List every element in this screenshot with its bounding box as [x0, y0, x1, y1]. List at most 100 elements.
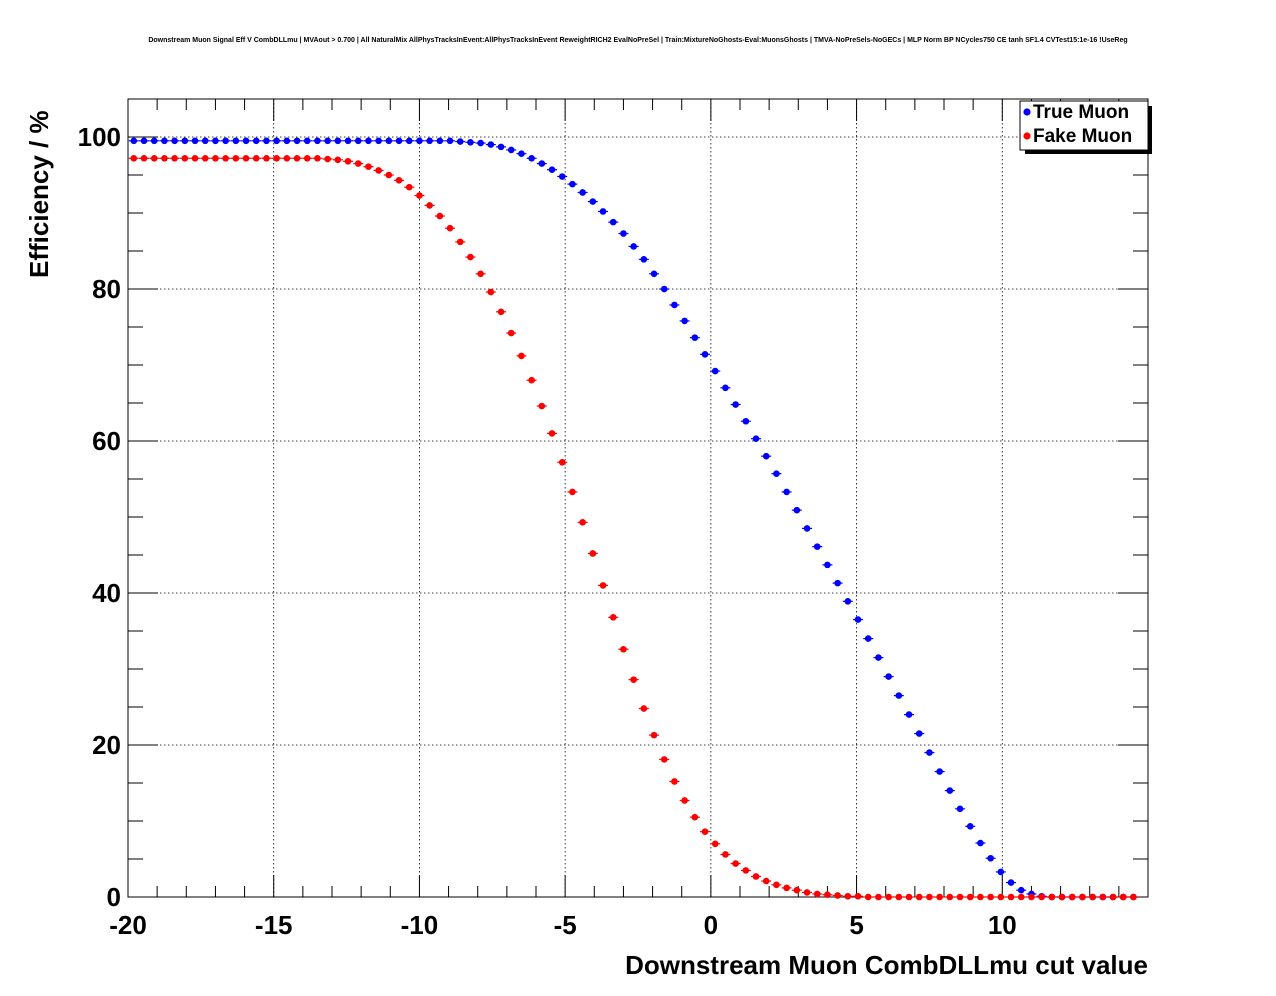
- true-muon-point: [864, 635, 872, 642]
- fake-muon-point: [926, 893, 933, 901]
- y-tick-label: 0: [107, 882, 121, 912]
- x-tick-label: 0: [704, 910, 718, 940]
- fake-muon-point: [538, 402, 546, 410]
- fake-muon-point: [640, 705, 648, 712]
- true-muon-point: [273, 137, 280, 145]
- legend-marker-true-muon: [1023, 108, 1031, 116]
- fake-muon-point: [824, 891, 831, 899]
- fake-muon-point: [1017, 893, 1025, 901]
- true-muon-point: [844, 598, 852, 605]
- true-muon-point: [130, 137, 138, 145]
- true-muon-point: [742, 417, 750, 425]
- fake-muon-point: [1048, 893, 1056, 901]
- fake-muon-point: [813, 890, 821, 898]
- true-muon-point: [477, 139, 484, 147]
- fake-muon-point: [1109, 893, 1117, 901]
- fake-muon-point: [518, 352, 525, 360]
- true-muon-point: [283, 137, 291, 145]
- fake-muon-point: [426, 202, 433, 209]
- fake-muon-point: [579, 519, 586, 526]
- fake-muon-point: [711, 840, 719, 848]
- fake-muon-point: [956, 893, 964, 901]
- fake-muon-point: [171, 154, 178, 162]
- fake-muon-point: [161, 154, 168, 162]
- fake-muon-point: [558, 458, 566, 466]
- fake-muon-point: [1007, 893, 1015, 901]
- true-muon-point: [293, 137, 301, 145]
- true-muon-point: [640, 256, 648, 263]
- fake-muon-point: [987, 893, 994, 901]
- fake-muon-point: [701, 828, 709, 835]
- true-muon-point: [395, 137, 403, 145]
- true-muon-point: [1007, 879, 1015, 886]
- fake-muon-point: [977, 893, 984, 901]
- true-muon-point: [538, 160, 546, 167]
- fake-muon-point: [1089, 893, 1096, 901]
- true-muon-point: [385, 137, 393, 145]
- true-muon-point: [242, 137, 250, 145]
- fake-muon-point: [885, 893, 892, 901]
- true-muon-point: [467, 139, 474, 146]
- fake-muon-point: [803, 889, 811, 896]
- true-muon-point: [1017, 886, 1025, 894]
- fake-muon-point: [1130, 893, 1137, 901]
- fake-muon-point: [212, 154, 219, 162]
- x-tick-label: -5: [554, 910, 577, 940]
- fake-muon-point: [834, 892, 841, 899]
- true-muon-point: [936, 768, 943, 775]
- true-muon-point: [497, 143, 505, 151]
- true-muon-point: [926, 749, 933, 756]
- fake-muon-point: [436, 212, 444, 220]
- true-muon-point: [803, 525, 811, 532]
- fake-muon-point: [334, 156, 342, 164]
- fake-muon-point: [864, 893, 872, 901]
- fake-muon-point: [773, 881, 780, 889]
- true-muon-point: [171, 137, 178, 145]
- true-muon-point: [620, 230, 627, 237]
- true-muon-point: [446, 137, 454, 145]
- fake-muon-point: [671, 778, 678, 785]
- true-muon-point: [875, 654, 882, 661]
- true-muon-point: [191, 137, 199, 145]
- fake-muon-point: [936, 893, 943, 901]
- fake-muon-point: [895, 893, 903, 901]
- true-muon-point: [824, 561, 831, 569]
- true-muon-point: [579, 189, 586, 196]
- fake-muon-point: [1038, 893, 1045, 901]
- true-muon-point: [140, 137, 148, 145]
- true-muon-point: [650, 270, 658, 278]
- x-tick-label: 10: [988, 910, 1017, 940]
- fake-muon-point: [762, 877, 770, 885]
- fake-muon-point: [650, 731, 658, 739]
- fake-muon-point: [793, 886, 801, 894]
- y-tick-label: 100: [78, 122, 121, 152]
- fake-muon-point: [905, 893, 913, 901]
- fake-muon-point: [660, 756, 668, 763]
- fake-muon-point: [467, 253, 474, 261]
- x-tick-label: -20: [109, 910, 147, 940]
- legend-label-true-muon: True Muon: [1033, 102, 1129, 123]
- x-tick-label: -15: [255, 910, 293, 940]
- grid: [128, 99, 1148, 897]
- fake-muon-point: [946, 893, 954, 901]
- true-muon-point: [161, 137, 168, 145]
- fake-muon-point: [844, 892, 852, 900]
- true-muon-point: [314, 137, 321, 145]
- fake-muon-point: [222, 154, 229, 162]
- true-muon-point: [263, 137, 270, 145]
- fake-muon-point: [854, 892, 862, 900]
- true-muon-point: [956, 805, 964, 813]
- fake-muon-point: [477, 270, 484, 278]
- fake-muon-point: [252, 154, 260, 162]
- true-muon-point: [711, 367, 719, 375]
- true-muon-point: [344, 137, 352, 145]
- true-muon-point: [354, 137, 362, 145]
- fake-muon-point: [1068, 893, 1076, 901]
- fake-muon-point: [365, 163, 372, 170]
- true-muon-point: [681, 317, 688, 325]
- fake-muon-point: [966, 893, 974, 901]
- fake-muon-point: [681, 797, 688, 804]
- fake-muon-point: [283, 154, 291, 162]
